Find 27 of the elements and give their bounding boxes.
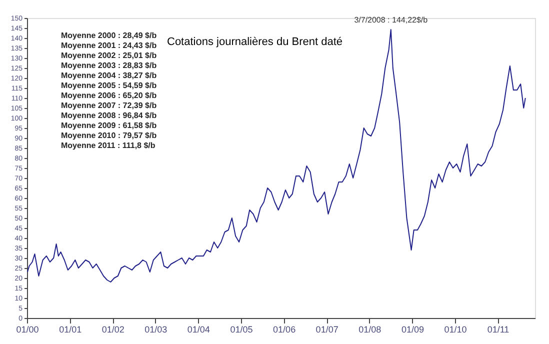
x-tick-label: 01/04	[187, 324, 210, 334]
x-tick-label: 01/00	[16, 324, 39, 334]
annotation: Moyenne 2010 : 79,57 $/b	[61, 131, 157, 140]
annotation: Moyenne 2011 : 111,8 $/b	[61, 141, 156, 150]
x-tick-label: 01/09	[401, 324, 424, 334]
annotation: Moyenne 2005 : 54,59 $/b	[61, 81, 157, 90]
x-tick-label: 01/11	[487, 324, 510, 334]
annotation: Moyenne 2001 : 24,43 $/b	[61, 41, 157, 50]
annotation: Moyenne 2002 : 25,01 $/b	[61, 51, 157, 60]
x-tick-label: 01/10	[444, 324, 467, 334]
x-tick-label: 01/02	[102, 324, 124, 334]
annotation: 3/7/2008 : 144,22$/b	[354, 16, 428, 25]
annotation: Moyenne 2008 : 96,84 $/b	[61, 111, 157, 120]
text: Cotations journalières du Brent daté	[167, 36, 342, 48]
x-tick-label: 01/03	[144, 324, 168, 334]
annotation: Moyenne 2004 : 38,27 $/b	[61, 71, 157, 80]
annotation: Moyenne 2003 : 28,83 $/b	[61, 61, 157, 70]
x-tick-label: 01/05	[230, 324, 253, 334]
annotation: Moyenne 2007 : 72,39 $/b	[61, 101, 157, 110]
annotation: Moyenne 2006 : 65,20 $/b	[61, 91, 157, 100]
annotation: Moyenne 2009 : 61,58 $/b	[61, 121, 157, 130]
x-tick-label: 01/07	[316, 324, 338, 334]
annotation: Moyenne 2000 : 28,49 $/b	[61, 31, 157, 40]
x-tick-label: 01/06	[273, 324, 296, 334]
line-series	[26, 29, 526, 282]
x-tick-label: 01/08	[358, 324, 382, 334]
x-tick-label: 01/01	[59, 324, 82, 334]
